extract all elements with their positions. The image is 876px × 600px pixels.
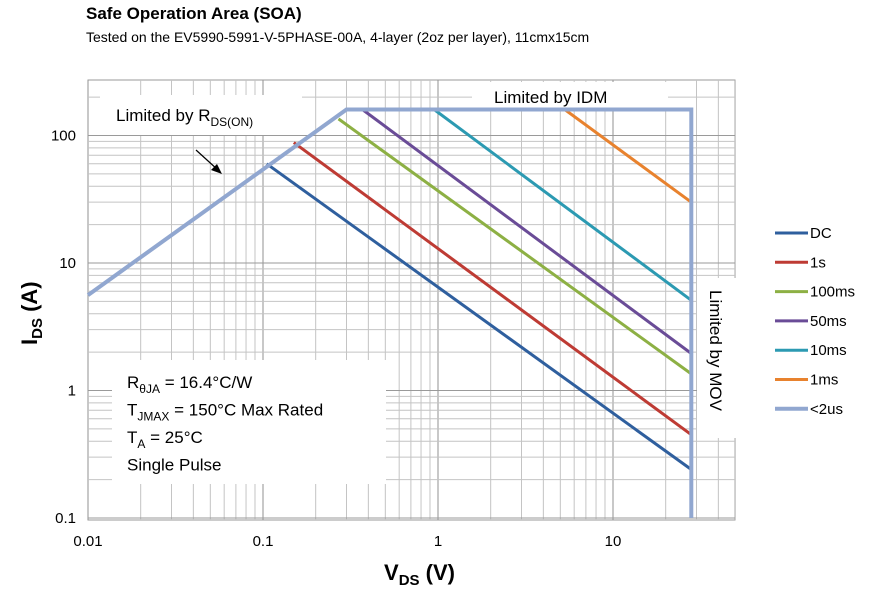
y-axis-title: IDS (A) (17, 281, 46, 345)
condition-line: RθJA = 16.4°C/W (127, 373, 252, 396)
x-tick-label: 0.01 (73, 533, 102, 550)
legend-label: <2us (810, 401, 843, 418)
legend: DC 1s 100ms 50ms 10ms 1ms <2us (775, 225, 855, 418)
condition-line: Single Pulse (127, 456, 222, 475)
y-tick-label: 1 (68, 383, 76, 400)
y-tick-label: 100 (51, 128, 76, 145)
x-tick-label: 1 (434, 533, 442, 550)
condition-line: TJMAX = 150°C Max Rated (127, 401, 323, 424)
mov-label: Limited by MOV (706, 290, 725, 412)
series-line-50ms (361, 108, 693, 355)
idm-label: Limited by IDM (494, 88, 607, 107)
x-axis-title: VDS (V) (384, 560, 455, 589)
rdson-arrow (195, 149, 222, 174)
legend-label: 1ms (810, 372, 838, 389)
conditions-box (112, 360, 386, 484)
y-tick-label: 0.1 (55, 510, 76, 527)
x-tick-label: 10 (605, 533, 622, 550)
legend-label: DC (810, 225, 832, 242)
legend-label: 50ms (810, 313, 847, 330)
idm-box (472, 82, 668, 110)
series-line-100ms (337, 117, 693, 376)
mov-box (697, 278, 737, 438)
legend-label: 10ms (810, 342, 847, 359)
x-tick-label: 0.1 (253, 533, 274, 550)
legend-label: 100ms (810, 284, 855, 301)
rdson-label: Limited by RDS(ON) (116, 106, 253, 129)
chart-title: Safe Operation Area (SOA) (86, 4, 302, 23)
series-line-2us (86, 107, 694, 518)
chart-subtitle: Tested on the EV5990-5991-V-5PHASE-00A, … (86, 29, 590, 45)
conditions-text: RθJA = 16.4°C/W TJMAX = 150°C Max Rated TA… (127, 373, 323, 475)
series-line-1ms (563, 108, 693, 204)
series-line-1s (292, 141, 693, 436)
y-tick-label: 10 (59, 255, 76, 272)
rdson-box (100, 95, 302, 135)
series-line-DC (265, 162, 693, 471)
legend-label: 1s (810, 254, 826, 271)
condition-line: TA = 25°C (127, 428, 203, 451)
series-line-10ms (433, 108, 693, 302)
